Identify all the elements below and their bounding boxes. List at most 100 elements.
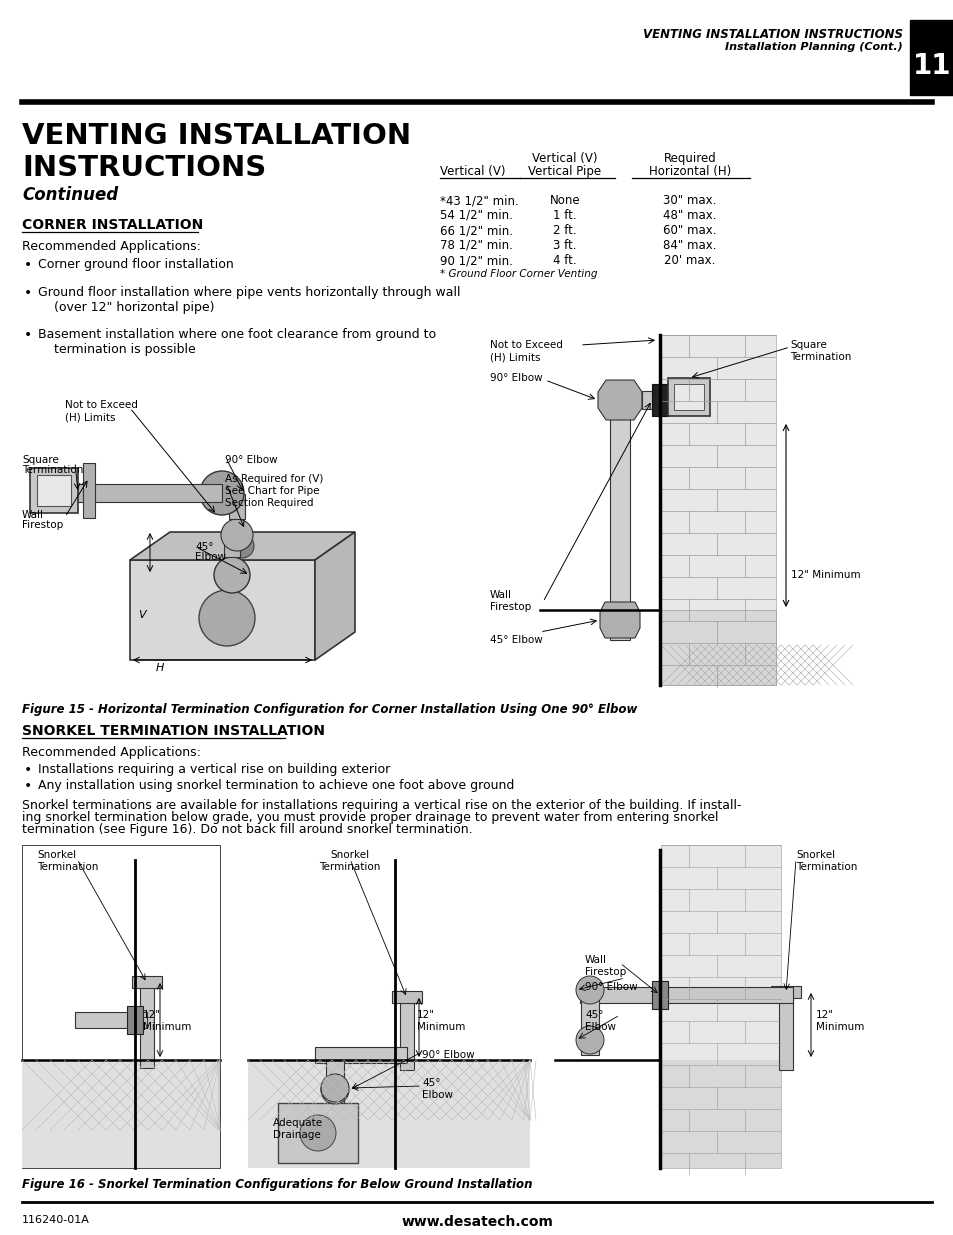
Text: Snorkel: Snorkel bbox=[37, 850, 76, 860]
Text: Any installation using snorkel termination to achieve one foot above ground: Any installation using snorkel terminati… bbox=[38, 779, 514, 792]
Bar bbox=[641, 391, 659, 409]
Circle shape bbox=[200, 471, 244, 515]
Text: Termination: Termination bbox=[795, 862, 857, 872]
Bar bbox=[22, 845, 220, 1168]
Text: 78 1/2" min.: 78 1/2" min. bbox=[439, 240, 513, 252]
Text: INSTRUCTIONS: INSTRUCTIONS bbox=[22, 154, 266, 182]
Text: Termination: Termination bbox=[37, 862, 98, 872]
Text: Recommended Applications:: Recommended Applications: bbox=[22, 746, 201, 760]
Text: 84" max.: 84" max. bbox=[662, 240, 716, 252]
Circle shape bbox=[299, 1115, 335, 1151]
Text: 90° Elbow: 90° Elbow bbox=[421, 1050, 475, 1060]
Bar bbox=[609, 385, 629, 640]
Circle shape bbox=[213, 557, 250, 593]
Text: Snorkel: Snorkel bbox=[330, 850, 369, 860]
Bar bbox=[779, 990, 792, 1070]
Circle shape bbox=[221, 519, 253, 551]
Bar bbox=[392, 990, 421, 1003]
Bar bbox=[22, 1060, 220, 1168]
Text: termination (see Figure 16). Do not back fill around snorkel termination.: termination (see Figure 16). Do not back… bbox=[22, 823, 472, 836]
Text: 60" max.: 60" max. bbox=[662, 224, 716, 237]
Text: 66 1/2" min.: 66 1/2" min. bbox=[439, 224, 513, 237]
Circle shape bbox=[320, 1076, 349, 1104]
Bar bbox=[326, 1060, 344, 1144]
Text: (H) Limits: (H) Limits bbox=[65, 412, 115, 422]
Text: •: • bbox=[24, 779, 32, 793]
Text: 12": 12" bbox=[815, 1010, 833, 1020]
Text: H: H bbox=[155, 663, 164, 673]
Text: Section Required: Section Required bbox=[225, 498, 314, 508]
Text: Termination: Termination bbox=[789, 352, 850, 362]
Text: 45° Elbow: 45° Elbow bbox=[490, 635, 542, 645]
Text: Square: Square bbox=[22, 454, 59, 466]
Bar bbox=[55, 484, 222, 501]
Bar bbox=[909, 20, 953, 95]
Circle shape bbox=[320, 1074, 349, 1102]
Bar bbox=[673, 384, 703, 410]
Text: Figure 15 - Horizontal Termination Configuration for Corner Installation Using O: Figure 15 - Horizontal Termination Confi… bbox=[22, 703, 637, 716]
Text: Minimum: Minimum bbox=[416, 1023, 465, 1032]
Text: 12" Minimum: 12" Minimum bbox=[790, 571, 860, 580]
Text: Basement installation where one foot clearance from ground to
    termination is: Basement installation where one foot cle… bbox=[38, 329, 436, 356]
Text: Termination: Termination bbox=[319, 862, 380, 872]
Bar bbox=[770, 986, 801, 998]
Text: Elbow: Elbow bbox=[584, 1023, 616, 1032]
Text: Vertical (V): Vertical (V) bbox=[439, 165, 505, 178]
Text: None: None bbox=[549, 194, 579, 207]
Polygon shape bbox=[599, 601, 639, 638]
Text: Wall: Wall bbox=[584, 955, 606, 965]
Text: 12": 12" bbox=[416, 1010, 435, 1020]
Text: Installation Planning (Cont.): Installation Planning (Cont.) bbox=[724, 42, 902, 52]
Text: Minimum: Minimum bbox=[815, 1023, 863, 1032]
Text: Ground floor installation where pipe vents horizontally through wall
    (over 1: Ground floor installation where pipe ven… bbox=[38, 287, 460, 314]
Bar bbox=[277, 1103, 357, 1163]
Circle shape bbox=[576, 1026, 603, 1053]
Text: 45°: 45° bbox=[421, 1078, 440, 1088]
Polygon shape bbox=[130, 532, 355, 559]
Text: ing snorkel termination below grade, you must provide proper drainage to prevent: ing snorkel termination below grade, you… bbox=[22, 811, 718, 824]
Text: 4 ft.: 4 ft. bbox=[553, 254, 577, 267]
Text: Corner ground floor installation: Corner ground floor installation bbox=[38, 258, 233, 270]
Text: Vertical Pipe: Vertical Pipe bbox=[528, 165, 601, 178]
Text: Drainage: Drainage bbox=[273, 1130, 320, 1140]
Text: 2 ft.: 2 ft. bbox=[553, 224, 577, 237]
Bar bbox=[660, 610, 775, 685]
Text: •: • bbox=[24, 329, 32, 342]
Bar bbox=[37, 475, 71, 506]
Text: Horizontal (H): Horizontal (H) bbox=[648, 165, 730, 178]
Text: 90° Elbow: 90° Elbow bbox=[490, 373, 542, 383]
Bar bbox=[229, 494, 245, 519]
Text: Not to Exceed: Not to Exceed bbox=[490, 340, 562, 350]
Bar bbox=[140, 981, 153, 1068]
Text: Firestop: Firestop bbox=[22, 520, 63, 530]
Text: www.desatech.com: www.desatech.com bbox=[400, 1215, 553, 1229]
Text: 20' max.: 20' max. bbox=[663, 254, 715, 267]
Circle shape bbox=[230, 534, 253, 558]
Text: Installations requiring a vertical rise on building exterior: Installations requiring a vertical rise … bbox=[38, 763, 390, 776]
Text: *43 1/2" min.: *43 1/2" min. bbox=[439, 194, 518, 207]
Bar bbox=[580, 995, 598, 1055]
Text: 45°: 45° bbox=[194, 542, 213, 552]
Bar bbox=[314, 1047, 407, 1063]
Bar bbox=[30, 468, 78, 513]
Text: Elbow: Elbow bbox=[194, 552, 226, 562]
Text: VENTING INSTALLATION INSTRUCTIONS: VENTING INSTALLATION INSTRUCTIONS bbox=[642, 28, 902, 41]
Text: 12": 12" bbox=[143, 1010, 161, 1020]
Text: See Chart for Pipe: See Chart for Pipe bbox=[225, 487, 319, 496]
Text: 54 1/2" min.: 54 1/2" min. bbox=[439, 209, 513, 222]
Text: 90° Elbow: 90° Elbow bbox=[584, 982, 637, 992]
Text: VENTING INSTALLATION: VENTING INSTALLATION bbox=[22, 122, 411, 149]
Polygon shape bbox=[598, 380, 641, 420]
Bar bbox=[127, 1007, 143, 1034]
Text: Vertical (V): Vertical (V) bbox=[532, 152, 598, 165]
Text: Snorkel terminations are available for installations requiring a vertical rise o: Snorkel terminations are available for i… bbox=[22, 799, 740, 811]
Text: 3 ft.: 3 ft. bbox=[553, 240, 577, 252]
Text: Required: Required bbox=[663, 152, 716, 165]
Polygon shape bbox=[130, 559, 314, 659]
Text: Firestop: Firestop bbox=[490, 601, 531, 613]
Text: V: V bbox=[138, 610, 146, 620]
Text: 11: 11 bbox=[912, 52, 950, 80]
Text: •: • bbox=[24, 258, 32, 272]
Circle shape bbox=[576, 976, 603, 1004]
Text: •: • bbox=[24, 763, 32, 777]
